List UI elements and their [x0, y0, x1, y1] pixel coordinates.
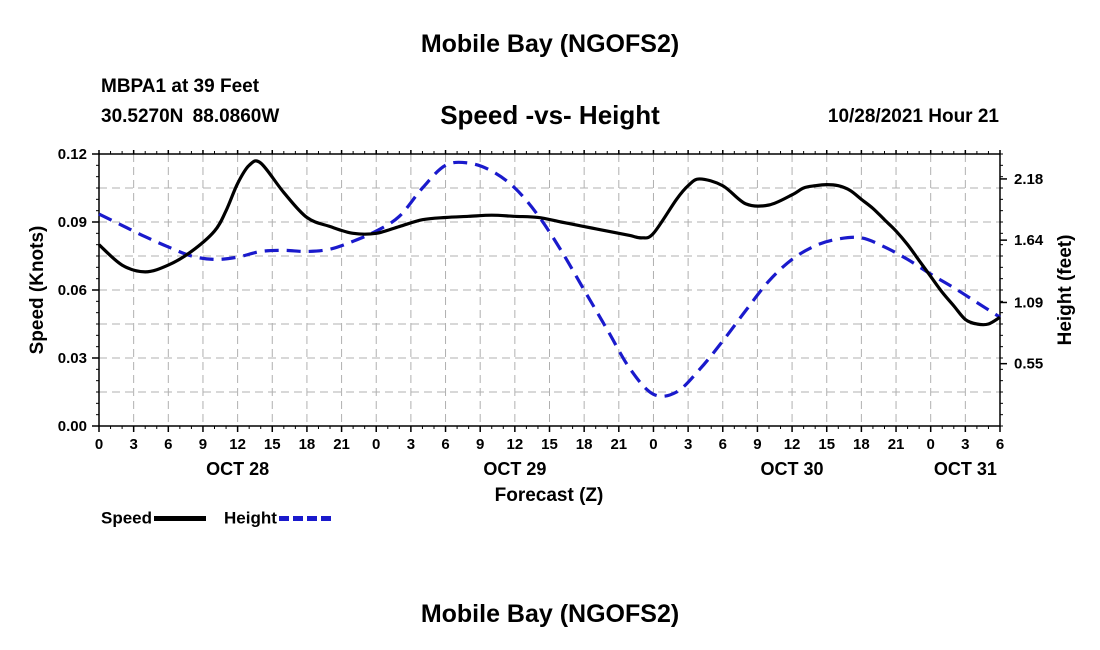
x-tick-label: 0: [372, 436, 380, 453]
tick-labels: 0 3 6 9 12 15 18 21 0 3 6 9 12 15 18 21 0 3 6 9 12 15 18 21 0 3 6 O…: [58, 146, 1044, 479]
x-date-label: OCT 30: [761, 459, 824, 479]
y-left-tick-label: 0.09: [58, 214, 87, 231]
series-line-height: [98, 160, 1001, 398]
y-left-tick-label: 0.00: [58, 418, 87, 435]
x-date-label: OCT 29: [483, 459, 546, 479]
x-tick-label: 3: [684, 436, 692, 453]
grid-lines: [99, 154, 1000, 426]
x-tick-label: 6: [996, 436, 1004, 453]
y-right-tick-label: 1.09: [1014, 294, 1043, 311]
legend-speed-swatch: [154, 516, 207, 522]
x-tick-label: 15: [264, 436, 281, 453]
x-tick-label: 0: [927, 436, 935, 453]
x-axis-label: Forecast (Z): [495, 485, 604, 506]
x-tick-label: 9: [753, 436, 761, 453]
legend-height-label: Height: [224, 508, 277, 528]
x-tick-label: 21: [888, 436, 905, 453]
x-tick-label: 0: [95, 436, 103, 453]
x-tick-label: 12: [784, 436, 801, 453]
x-tick-label: 9: [199, 436, 207, 453]
x-tick-label: 21: [333, 436, 350, 453]
axis-ticks: [92, 150, 1007, 432]
y-right-tick-label: 2.18: [1014, 171, 1043, 188]
forecast-datetime: 10/28/2021 Hour 21: [827, 106, 999, 127]
x-tick-label: 3: [407, 436, 415, 453]
y-axis-right-label: Height (feet): [1055, 235, 1076, 346]
chart-subtitle: Speed -vs- Height: [440, 100, 660, 130]
y-right-tick-label: 1.64: [1014, 232, 1044, 249]
x-tick-label: 6: [719, 436, 727, 453]
station-coordinates: 30.5270N 88.0860W: [101, 106, 280, 127]
x-date-label: OCT 28: [206, 459, 269, 479]
x-tick-label: 18: [853, 436, 870, 453]
y-left-tick-label: 0.03: [58, 350, 87, 367]
series: [97, 159, 1001, 398]
x-tick-label: 6: [441, 436, 449, 453]
station-label: MBPA1 at 39 Feet: [101, 76, 260, 97]
x-tick-label: 15: [541, 436, 558, 453]
y-left-tick-label: 0.06: [58, 282, 87, 299]
legend-speed-label: Speed: [101, 508, 153, 528]
series-line-speed: [97, 159, 1001, 327]
y-right-tick-label: 0.55: [1014, 356, 1043, 373]
x-tick-label: 21: [610, 436, 627, 453]
x-tick-label: 15: [818, 436, 835, 453]
x-tick-label: 6: [164, 436, 172, 453]
x-tick-label: 12: [507, 436, 524, 453]
x-tick-label: 18: [576, 436, 593, 453]
x-tick-label: 3: [961, 436, 969, 453]
x-tick-label: 3: [129, 436, 137, 453]
x-date-label: OCT 31: [934, 459, 997, 479]
chart-title: Mobile Bay (NGOFS2): [420, 30, 680, 58]
x-tick-label: 12: [229, 436, 246, 453]
x-tick-label: 9: [476, 436, 484, 453]
x-tick-label: 18: [299, 436, 316, 453]
x-tick-label: 0: [649, 436, 657, 453]
legend: Speed Height: [101, 508, 349, 529]
legend-height-swatch: [278, 516, 331, 522]
y-axis-left-label: Speed (Knots): [27, 226, 48, 355]
footer-title: Mobile Bay (NGOFS2): [420, 600, 680, 628]
y-left-tick-label: 0.12: [58, 146, 87, 163]
